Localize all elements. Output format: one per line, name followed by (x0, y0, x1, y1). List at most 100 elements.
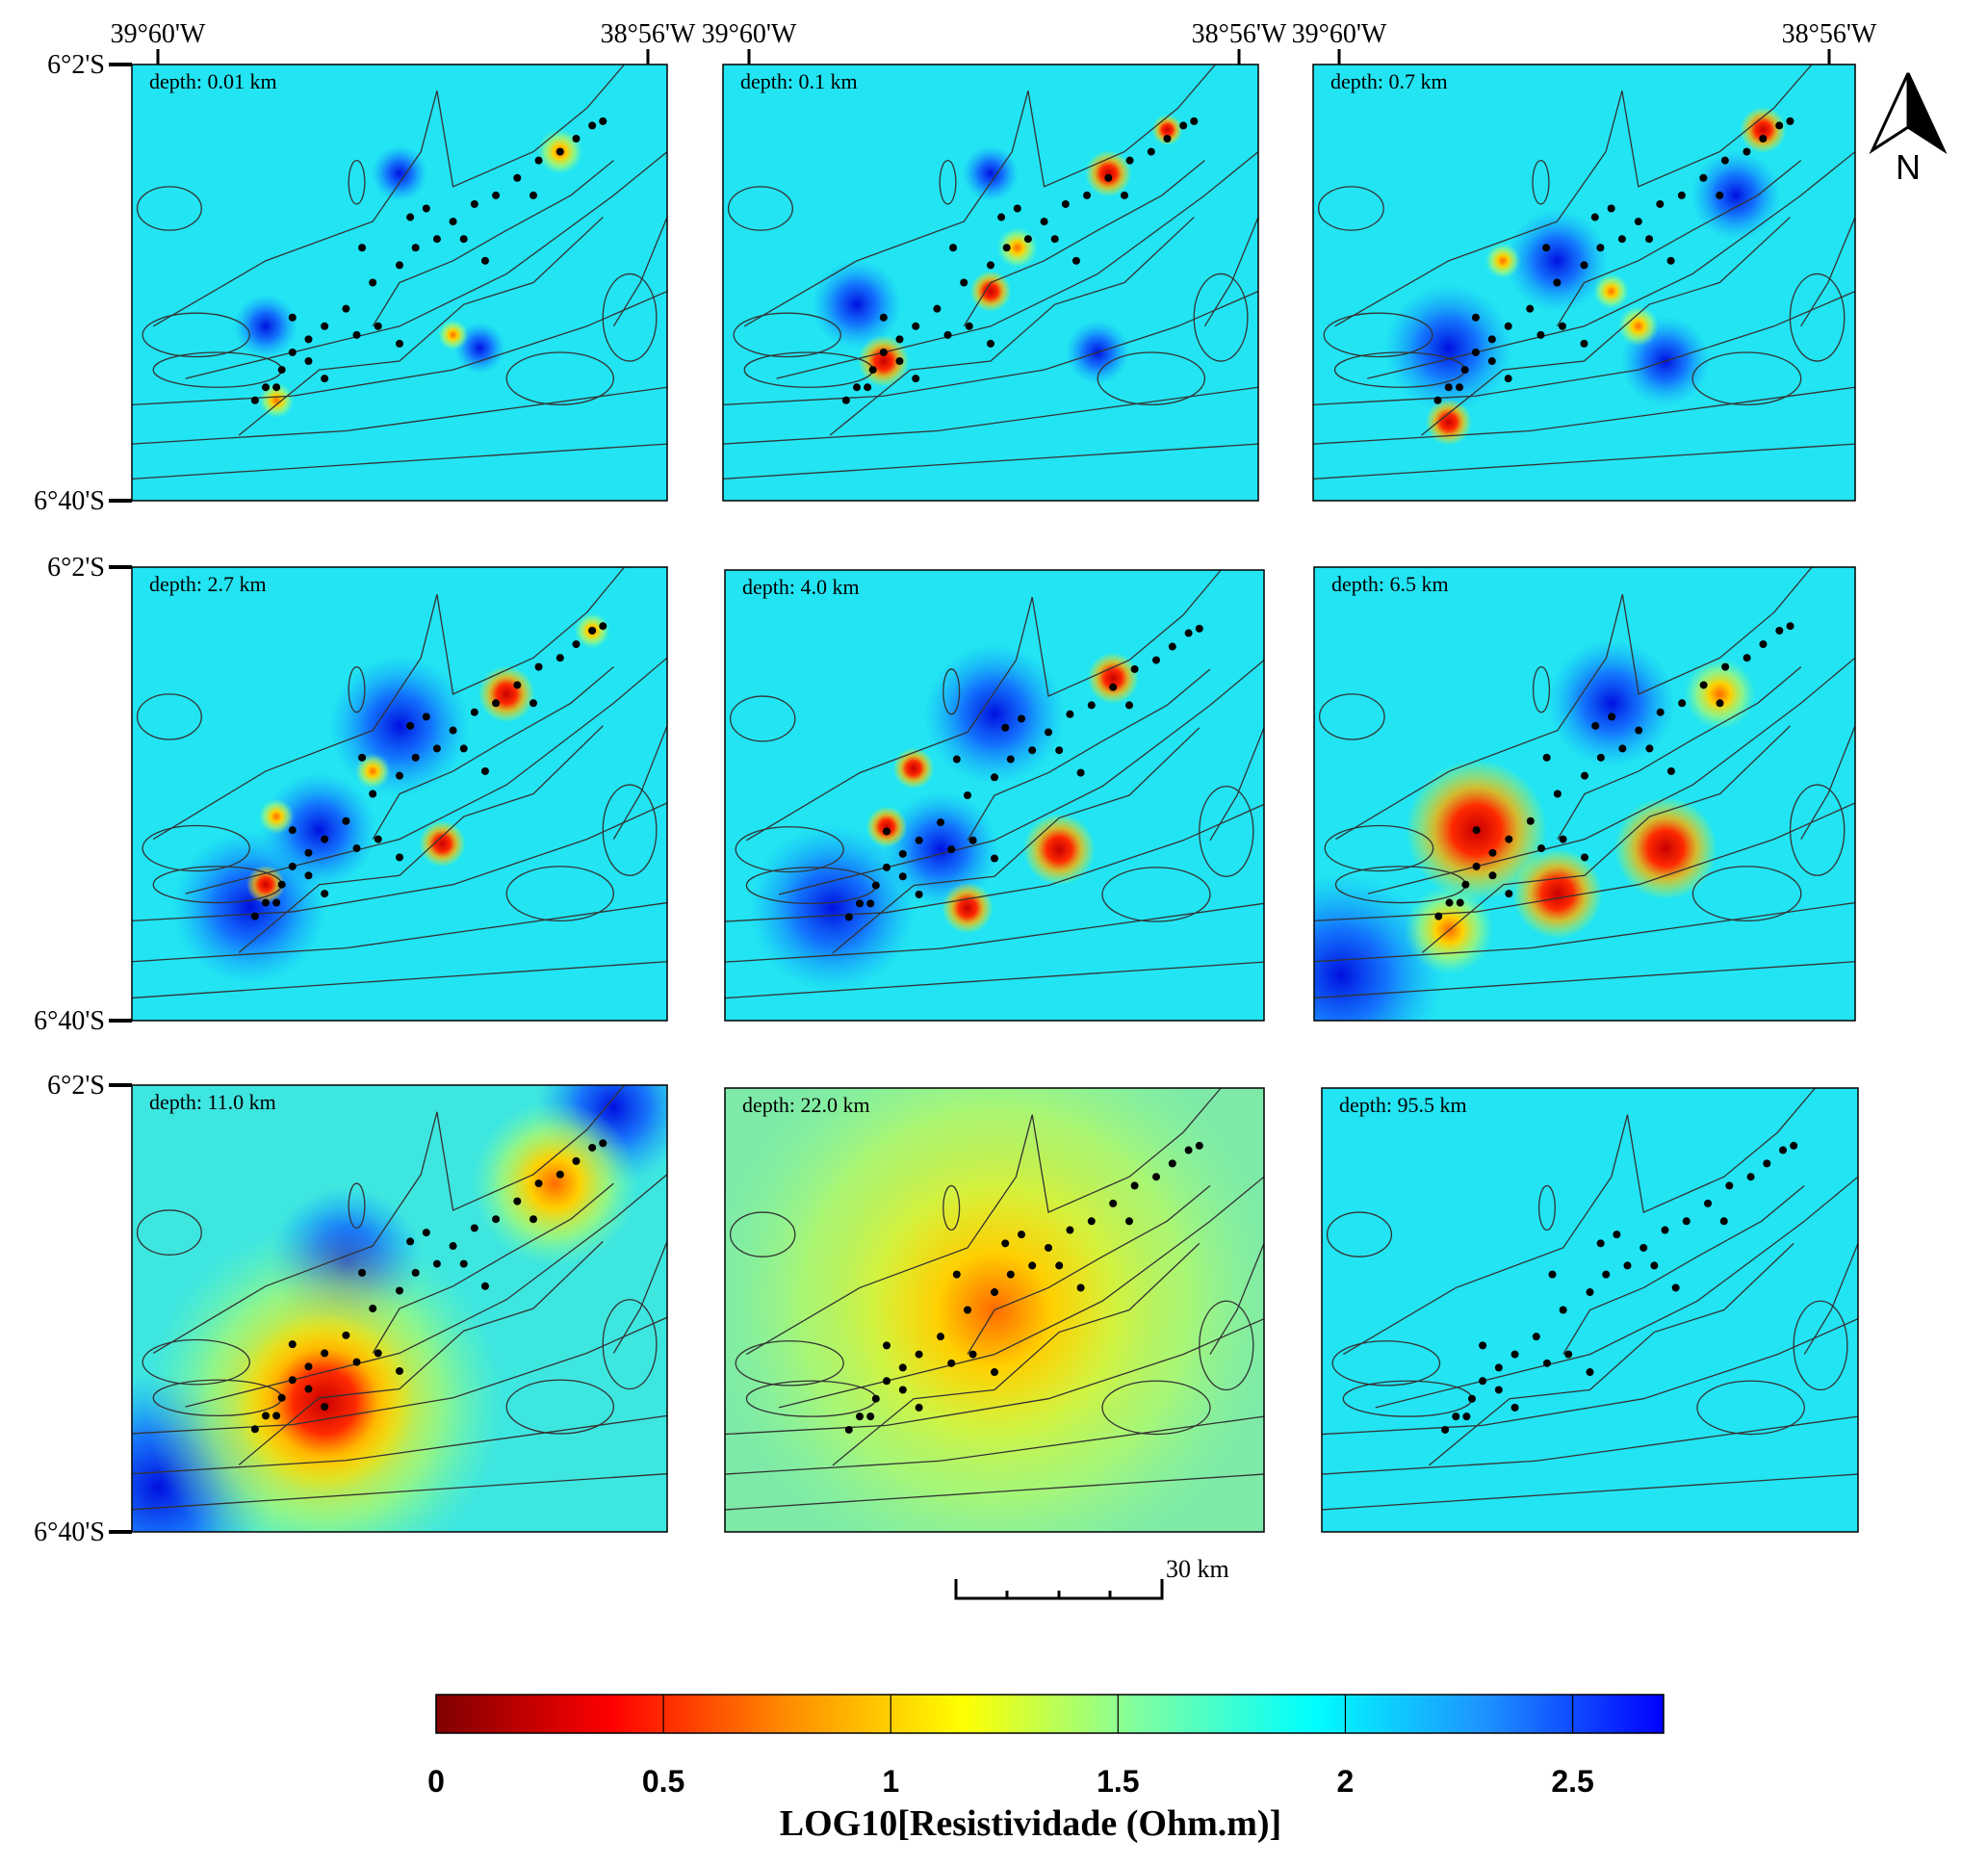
geology-outline (1317, 186, 1384, 231)
anomaly (1547, 638, 1676, 767)
anomaly (1506, 209, 1609, 313)
station (1699, 173, 1708, 182)
map-content (1313, 65, 1855, 501)
geology-line (132, 1316, 667, 1435)
geology-line (185, 1174, 667, 1408)
station (396, 1286, 403, 1295)
station (1639, 1243, 1648, 1252)
anomaly (478, 665, 535, 723)
station (1471, 348, 1480, 356)
station (1678, 699, 1687, 708)
station (406, 213, 415, 221)
station (947, 845, 956, 854)
station (262, 898, 270, 907)
station (1147, 147, 1155, 156)
geology-line (1322, 1415, 1858, 1475)
geology-line (1800, 725, 1855, 840)
station (1433, 396, 1442, 404)
depth-label: depth: 2.7 km (149, 572, 267, 596)
station (895, 335, 904, 344)
lat-label: 6°40'S (34, 1517, 105, 1547)
geology-outline (602, 272, 658, 362)
colorbar-fill (435, 1694, 1665, 1734)
station (1725, 1181, 1734, 1190)
geology-line (746, 570, 1222, 842)
map-frame (131, 566, 668, 1022)
station (1542, 244, 1551, 252)
anomaly (1512, 848, 1603, 939)
geology-outline (1331, 1340, 1441, 1387)
lat-label: 6°2'S (47, 1071, 105, 1101)
geology-outline (735, 826, 844, 873)
geology-line (1314, 802, 1855, 922)
anomaly (1740, 107, 1787, 153)
station (1635, 726, 1643, 735)
station (1656, 708, 1665, 716)
station (1581, 771, 1588, 780)
station (1130, 664, 1139, 673)
station (879, 348, 888, 356)
station (1743, 654, 1751, 662)
station (898, 872, 907, 881)
map-panel: depth: 95.5 km (1321, 1087, 1859, 1533)
geology-line (1209, 727, 1264, 842)
geology-outline (1199, 1300, 1254, 1391)
geology-line (725, 1473, 1264, 1511)
map-panel: depth: 22.0 km (724, 1087, 1265, 1533)
station (949, 244, 958, 252)
station (1596, 244, 1605, 252)
colorbar-tick-label: 0.5 (642, 1764, 684, 1799)
station (1759, 640, 1768, 649)
station (555, 654, 564, 662)
geology-line (1367, 151, 1855, 379)
geology-line (1556, 160, 1802, 327)
station (1559, 1306, 1567, 1314)
station (369, 1305, 377, 1312)
station (304, 871, 313, 880)
lat-label: 6°2'S (47, 50, 105, 80)
station (304, 357, 313, 366)
station (1504, 375, 1512, 383)
station (866, 899, 875, 908)
station (1168, 1159, 1176, 1168)
geology-outline (1532, 160, 1550, 205)
map-content (725, 570, 1264, 1021)
station (1076, 1283, 1085, 1292)
map-frame (722, 64, 1259, 502)
station (288, 313, 297, 322)
station (1002, 244, 1011, 252)
geology-line (372, 666, 614, 840)
station (449, 1242, 457, 1251)
station (1720, 156, 1729, 165)
map-content (132, 567, 667, 1021)
station (555, 147, 564, 156)
station (321, 835, 329, 843)
map-panel: depth: 2.7 km (131, 566, 668, 1022)
lat-label: 6°40'S (34, 486, 105, 516)
lat-label: 6°40'S (34, 1006, 105, 1036)
station (964, 1306, 971, 1314)
station (1045, 1243, 1052, 1252)
anomaly (812, 259, 902, 350)
station (1184, 629, 1193, 637)
geology-outline (733, 312, 841, 358)
geology-outline (505, 866, 615, 922)
station (459, 235, 468, 244)
station (1487, 357, 1496, 366)
station (277, 366, 286, 375)
station (841, 396, 850, 404)
station (1071, 256, 1080, 265)
anomaly (261, 772, 377, 889)
geology-line (725, 961, 1264, 999)
station (406, 721, 415, 730)
station (288, 1376, 297, 1385)
station (937, 1333, 944, 1341)
station (1061, 199, 1070, 208)
station (529, 191, 537, 199)
station (1504, 322, 1512, 330)
geology-line (152, 567, 626, 841)
colorbar-title: LOG10[Resistividade (Ohm.m)] (780, 1803, 1281, 1844)
geology-outline (348, 1182, 366, 1230)
station (1109, 1199, 1118, 1207)
station (952, 1270, 961, 1279)
